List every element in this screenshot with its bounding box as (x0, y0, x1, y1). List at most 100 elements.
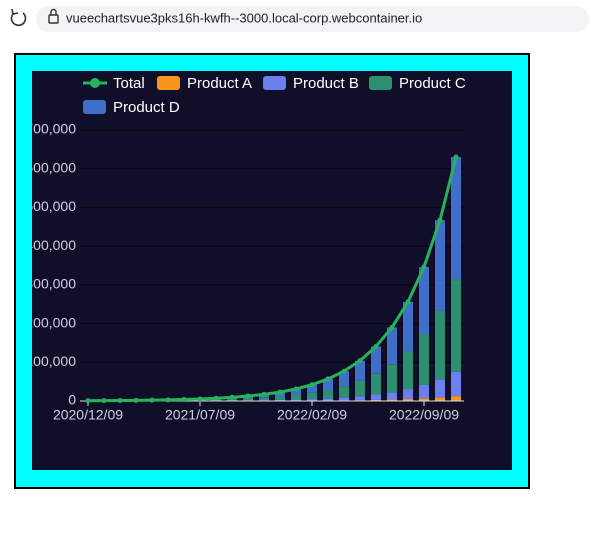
bar-segment (355, 380, 365, 397)
y-tick-label: 200,000 (25, 314, 76, 330)
bar-segment (243, 398, 253, 401)
total-line (87, 156, 458, 403)
total-point (437, 217, 443, 223)
total-point (389, 324, 395, 330)
legend-label: Product C (399, 75, 466, 92)
bar-segment (403, 301, 413, 352)
total-point (229, 394, 235, 400)
total-point (325, 376, 331, 382)
total-point (149, 397, 155, 403)
bar-segment (387, 399, 397, 401)
bar-segment (435, 397, 445, 401)
address-bar[interactable] (36, 6, 589, 32)
y-tick-label: 700,000 (25, 121, 76, 137)
bar-segment (403, 389, 413, 400)
bar-segment (275, 399, 285, 401)
y-tick-label: 600,000 (25, 159, 76, 175)
legend-item[interactable]: Product C (369, 75, 466, 92)
bar-segment (371, 394, 381, 400)
total-point (117, 398, 123, 404)
bar-segment (339, 371, 349, 387)
bar-segment (323, 398, 333, 401)
bar-segment (435, 310, 445, 380)
bar-segment (435, 379, 445, 398)
total-point (405, 299, 411, 305)
bar-segment (387, 364, 397, 393)
bar-segment (291, 394, 301, 400)
chart-background (32, 71, 512, 470)
legend-item[interactable]: Product D (83, 99, 180, 116)
bar-segment (419, 398, 429, 401)
bar-segment (355, 396, 365, 401)
x-tick-label: 2020/12/09 (53, 407, 123, 423)
total-point (133, 397, 139, 403)
lock-icon (48, 8, 59, 24)
bar-segment (227, 399, 237, 401)
bar-segment (403, 399, 413, 401)
total-point (293, 386, 299, 392)
legend-swatch (369, 76, 392, 90)
x-tick-label: 2022/02/09 (277, 407, 347, 423)
bar-segment (387, 392, 397, 400)
bar-segment (451, 396, 461, 401)
total-point (101, 398, 107, 404)
y-tick-label: 500,000 (25, 198, 76, 214)
legend-label: Product D (113, 99, 180, 116)
legend-swatch (83, 100, 106, 114)
bar-segment (451, 279, 461, 372)
total-point (181, 396, 187, 402)
legend-swatch (157, 76, 180, 90)
bar-segment (339, 386, 349, 398)
x-tick-label: 2022/09/09 (389, 407, 459, 423)
bar-segment (371, 399, 381, 401)
bar-segment (307, 399, 317, 401)
bar-segment (387, 327, 397, 365)
chart: 0 100,000 200,000 300,000 400,000 500,000 600,… (25, 121, 464, 423)
y-tick-label: 100,000 (25, 353, 76, 369)
bar-segment (259, 397, 269, 401)
bar-segment (291, 399, 301, 401)
legend-label: Product A (187, 75, 252, 92)
total-point (165, 397, 171, 403)
total-point (309, 382, 315, 388)
total-point (277, 389, 283, 395)
legend-item[interactable]: Product A (157, 75, 252, 92)
bar-segment (307, 384, 317, 393)
legend-item[interactable]: Product B (263, 75, 359, 92)
bar-segment (291, 388, 301, 395)
bar-segment (355, 360, 365, 381)
bar-segment (339, 397, 349, 401)
legend-item[interactable]: Total (83, 75, 145, 92)
bar-segment (371, 373, 381, 395)
y-tick-label: 400,000 (25, 237, 76, 253)
bar-segment (451, 371, 461, 397)
total-point (421, 264, 427, 270)
legend-label: Product B (293, 75, 359, 92)
url: vueechartsvue3pks16h-kwfh--3000.local-co… (66, 10, 422, 25)
x-tick-label: 2021/07/09 (165, 407, 235, 423)
bar-segment (419, 334, 429, 385)
total-point (341, 368, 347, 374)
bar-segment (275, 396, 285, 400)
total-point (357, 358, 363, 364)
bar-segment (419, 267, 429, 335)
legend-label: Total (113, 75, 145, 92)
reload-button[interactable] (10, 8, 27, 27)
total-point (245, 393, 251, 399)
bar-segment (451, 157, 461, 280)
total-point (197, 396, 203, 402)
bar-segment (435, 220, 445, 311)
legend-dot (90, 78, 100, 88)
legend-swatch (263, 76, 286, 90)
total-point (453, 154, 459, 160)
y-tick-label: 0 (68, 392, 76, 408)
bar-segment (371, 346, 381, 374)
total-point (261, 391, 267, 397)
total-point (373, 343, 379, 349)
bar-segment (403, 351, 413, 390)
bar-segment (307, 392, 317, 400)
total-point (213, 395, 219, 401)
total-point (85, 398, 91, 404)
